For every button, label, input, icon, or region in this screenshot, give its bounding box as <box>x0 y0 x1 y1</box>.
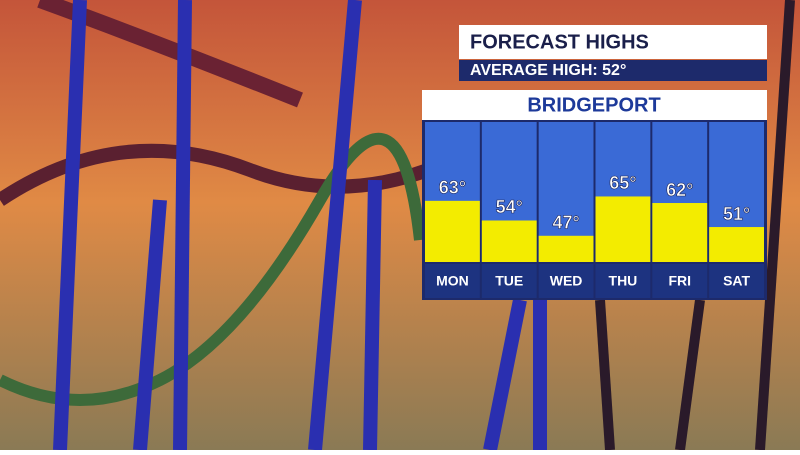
value-label: 51° <box>723 204 750 224</box>
day-box <box>709 264 764 298</box>
bar <box>709 227 764 262</box>
subtitle: AVERAGE HIGH: 52° <box>470 62 626 79</box>
title-box <box>459 25 767 59</box>
bar <box>538 235 594 262</box>
location-box <box>422 90 767 120</box>
value-label: 65° <box>609 173 636 193</box>
day-box <box>425 264 480 298</box>
subtitle-box <box>459 60 767 81</box>
x-tick-label: WED <box>550 273 583 289</box>
day-box <box>595 264 651 298</box>
value-label: 63° <box>439 178 466 198</box>
x-tick-label: TUE <box>495 273 523 289</box>
day-box <box>652 264 708 298</box>
day-box <box>481 264 537 298</box>
bar <box>652 203 708 262</box>
value-label: 47° <box>552 213 579 233</box>
title: FORECAST HIGHS <box>470 31 649 53</box>
bar <box>425 200 480 262</box>
bar <box>595 196 651 262</box>
location: BRIDGEPORT <box>527 94 660 116</box>
x-tick-label: FRI <box>668 273 691 289</box>
day-box <box>538 264 594 298</box>
value-label: 62° <box>666 180 693 200</box>
x-tick-label: THU <box>609 273 638 289</box>
x-tick-label: MON <box>436 273 469 289</box>
bar <box>481 220 537 262</box>
x-tick-label: SAT <box>723 273 750 289</box>
value-label: 54° <box>496 197 523 217</box>
